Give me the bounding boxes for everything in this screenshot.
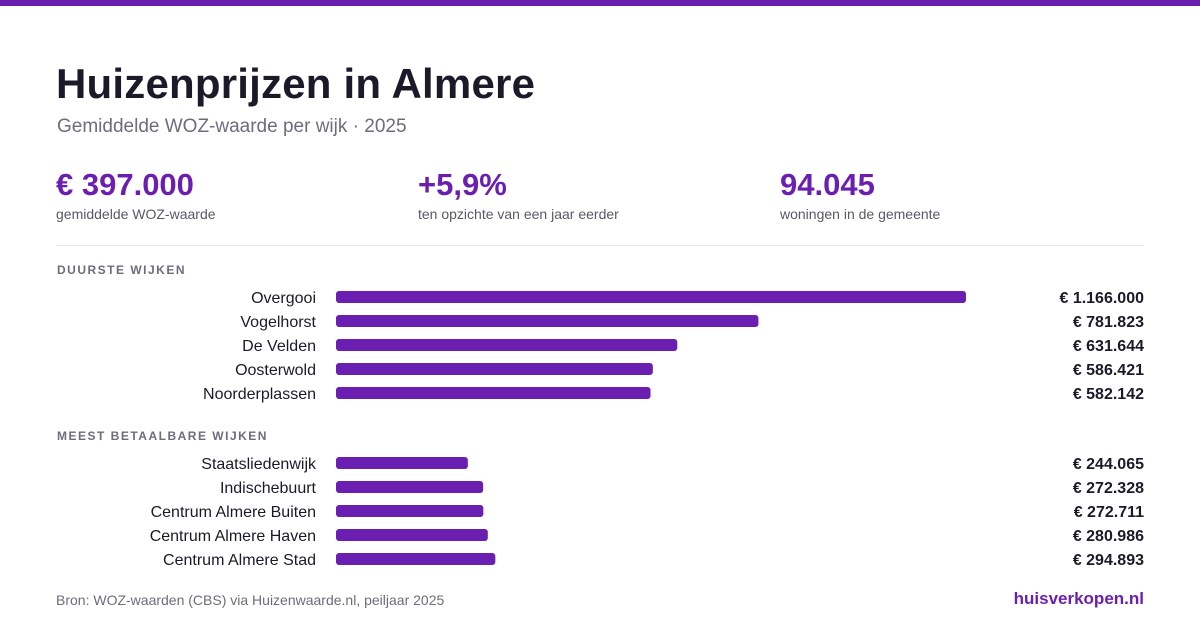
footer-source: Bron: WOZ-waarden (CBS) via Huizenwaarde… bbox=[56, 592, 445, 608]
section-label-most-expensive: DUURSTE WIJKEN bbox=[57, 263, 187, 277]
page-title: Huizenprijzen in Almere bbox=[56, 60, 536, 107]
kpi-average-value: € 397.000 gemiddelde WOZ-waarde bbox=[56, 166, 216, 222]
bar-value-label: € 781.823 bbox=[1073, 314, 1144, 331]
bar-category-label: De Velden bbox=[242, 338, 316, 355]
kpi-label: gemiddelde WOZ-waarde bbox=[56, 206, 216, 222]
footer-brand-link[interactable]: huisverkopen.nl bbox=[1013, 589, 1144, 608]
bar bbox=[336, 505, 484, 517]
bar bbox=[336, 291, 966, 303]
kpi-value: +5,9% bbox=[418, 167, 507, 202]
bar bbox=[336, 481, 484, 493]
kpi-dwellings: 94.045 woningen in de gemeente bbox=[780, 166, 940, 222]
bar-value-label: € 294.893 bbox=[1073, 552, 1144, 569]
bar-value-label: € 280.986 bbox=[1073, 528, 1144, 545]
bar-category-label: Indischebuurt bbox=[220, 480, 317, 497]
bar-value-label: € 631.644 bbox=[1073, 338, 1144, 355]
bar-category-label: Centrum Almere Buiten bbox=[151, 504, 316, 521]
kpi-label: woningen in de gemeente bbox=[780, 206, 941, 222]
bar-value-label: € 1.166.000 bbox=[1059, 290, 1144, 307]
bar-category-label: Centrum Almere Stad bbox=[163, 552, 316, 569]
bar-value-label: € 272.328 bbox=[1073, 480, 1144, 497]
bar-category-label: Noorderplassen bbox=[203, 386, 316, 403]
divider bbox=[56, 245, 1144, 246]
bar-value-label: € 272.711 bbox=[1074, 504, 1144, 521]
kpi-year-change: +5,9% ten opzichte van een jaar eerder bbox=[418, 166, 619, 222]
bar-value-label: € 244.065 bbox=[1073, 456, 1144, 473]
bar bbox=[336, 315, 759, 327]
page-subtitle: Gemiddelde WOZ-waarde per wijk · 2025 bbox=[57, 116, 407, 137]
kpi-label: ten opzichte van een jaar eerder bbox=[418, 206, 619, 222]
bar bbox=[336, 553, 496, 565]
top-accent-bar bbox=[0, 0, 1200, 6]
bar-value-label: € 582.142 bbox=[1073, 386, 1144, 403]
bar bbox=[336, 387, 651, 399]
bar-value-label: € 586.421 bbox=[1073, 362, 1144, 379]
kpi-value: € 397.000 bbox=[56, 167, 194, 202]
bar-category-label: Vogelhorst bbox=[240, 314, 316, 331]
bar bbox=[336, 529, 488, 541]
section-label-most-affordable: MEEST BETAALBARE WIJKEN bbox=[57, 429, 268, 443]
bar-category-label: Oosterwold bbox=[235, 362, 316, 379]
bar bbox=[336, 339, 678, 351]
bar bbox=[336, 457, 468, 469]
bar-category-label: Overgooi bbox=[251, 290, 316, 307]
bar-category-label: Staatsliedenwijk bbox=[201, 456, 317, 473]
bar-category-label: Centrum Almere Haven bbox=[150, 528, 316, 545]
bar bbox=[336, 363, 653, 375]
kpi-value: 94.045 bbox=[780, 167, 875, 202]
